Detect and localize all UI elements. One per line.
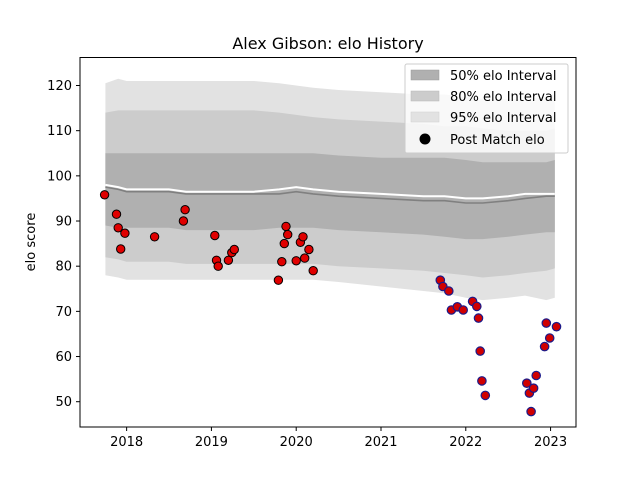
y-tick-label: 80 <box>55 260 72 275</box>
x-tick-label: 2021 <box>364 435 397 450</box>
y-tick-label: 110 <box>47 124 72 139</box>
y-tick-label: 120 <box>47 79 72 94</box>
data-point <box>283 229 293 240</box>
data-point <box>308 266 318 276</box>
data-point <box>223 255 234 265</box>
data-point <box>99 190 110 200</box>
data-point <box>521 378 532 388</box>
data-point <box>477 376 487 386</box>
y-axis-ticks: 50 60 70 80 90 100 110 120 <box>47 79 80 410</box>
data-point <box>541 318 552 328</box>
data-point <box>539 341 550 352</box>
data-point <box>304 244 314 255</box>
legend-label-50: 50% elo Interval <box>450 69 557 84</box>
data-point <box>528 383 539 393</box>
legend-label-95: 95% elo Interval <box>450 111 557 126</box>
data-point <box>120 228 130 238</box>
data-point <box>273 275 284 285</box>
data-point <box>279 238 289 249</box>
mean-line <box>105 183 555 200</box>
data-point <box>475 346 485 356</box>
y-tick-label: 70 <box>55 305 72 320</box>
data-point <box>178 216 189 226</box>
data-point <box>180 205 190 215</box>
data-point <box>298 232 308 242</box>
legend-swatch-80 <box>410 90 440 102</box>
legend-label-post-match: Post Match elo <box>450 133 545 148</box>
data-point <box>149 232 160 242</box>
data-point <box>531 370 541 381</box>
x-tick-label: 2020 <box>280 435 313 450</box>
chart-title: Alex Gibson: elo History <box>232 34 423 53</box>
data-point <box>291 256 301 266</box>
legend-swatch-50 <box>410 69 440 81</box>
data-point <box>210 230 220 241</box>
data-point <box>281 221 291 232</box>
legend: 50% elo Interval 80% elo Interval 95% el… <box>404 63 569 154</box>
data-point <box>471 301 482 312</box>
median-line <box>105 186 555 204</box>
data-point <box>551 321 562 332</box>
legend-swatch-95 <box>410 111 440 123</box>
interval-lines <box>105 183 555 204</box>
data-point <box>229 244 240 255</box>
x-tick-label: 2019 <box>195 435 228 450</box>
data-point <box>277 257 287 267</box>
legend-label-80: 80% elo Interval <box>450 90 557 105</box>
y-tick-label: 90 <box>55 215 72 230</box>
data-point <box>213 261 223 271</box>
data-point <box>113 223 123 233</box>
y-tick-label: 100 <box>47 169 72 184</box>
data-point <box>458 305 468 315</box>
data-point <box>480 390 491 401</box>
data-point <box>111 209 122 219</box>
data-point <box>300 253 310 263</box>
x-tick-label: 2018 <box>110 435 143 450</box>
data-point <box>526 406 536 417</box>
y-tick-label: 60 <box>55 350 72 365</box>
legend-frame <box>404 63 569 154</box>
x-tick-label: 2022 <box>449 435 482 450</box>
data-point <box>473 313 484 323</box>
y-axis-label: elo score <box>24 213 39 272</box>
axes-frame <box>79 57 577 428</box>
data-point <box>544 333 555 343</box>
post-match-points <box>99 190 562 417</box>
data-point <box>116 244 126 254</box>
y-tick-label: 50 <box>55 395 72 410</box>
x-axis-ticks: 2018 2019 2020 2021 2022 2023 <box>110 427 567 450</box>
data-point <box>443 286 454 296</box>
legend-marker-post-match <box>419 133 431 145</box>
x-tick-label: 2023 <box>534 435 567 450</box>
